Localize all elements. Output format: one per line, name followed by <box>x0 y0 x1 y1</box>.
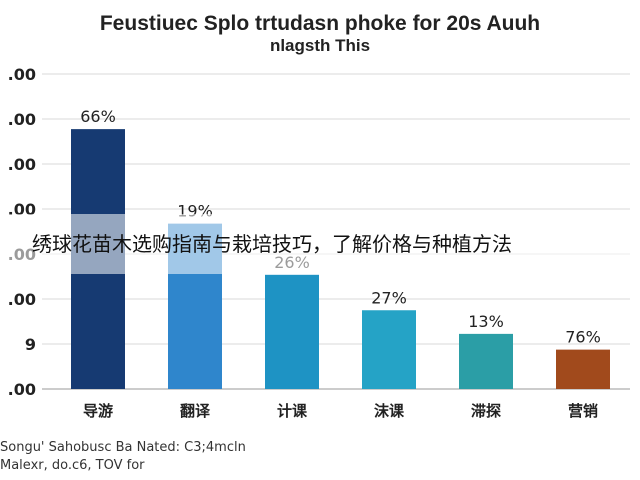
source-note-line-1: Songu' Sahobusc Ba Nated: C3;4mcln <box>0 440 246 455</box>
chart-title-line-1: Feustiuec Splo trtudasn phoke for 20s Au… <box>99 12 541 35</box>
y-tick-label: 9 <box>25 335 36 354</box>
bar <box>265 274 319 389</box>
y-tick-label: .00 <box>8 155 36 174</box>
y-tick-label: .00 <box>8 380 36 399</box>
x-category-label: 滞探 <box>471 402 501 420</box>
source-note-line-2: Malexr, do.c6, TOV for <box>0 458 145 473</box>
bar <box>556 349 610 389</box>
y-tick-label: .00 <box>8 110 36 129</box>
x-category-label: 营销 <box>568 402 598 420</box>
overlay-band <box>0 214 640 274</box>
overlay-caption: 绣球花苗木选购指南与栽培技巧，了解价格与种植方法 <box>32 232 512 256</box>
x-category-label: 导游 <box>83 402 113 420</box>
data-label: 27% <box>371 288 407 307</box>
bar <box>459 333 513 389</box>
y-tick-label: .00 <box>8 65 36 84</box>
x-category-label: 翻译 <box>180 402 211 420</box>
data-label: 66% <box>80 107 116 126</box>
y-tick-label: .00 <box>8 290 36 309</box>
x-category-label: 计课 <box>277 402 308 420</box>
chart-title-line-2: nlagsth This <box>269 36 371 55</box>
bar <box>362 310 416 389</box>
data-label: 13% <box>468 312 504 331</box>
data-label: 76% <box>565 328 601 347</box>
x-category-label: 沫课 <box>374 402 405 420</box>
